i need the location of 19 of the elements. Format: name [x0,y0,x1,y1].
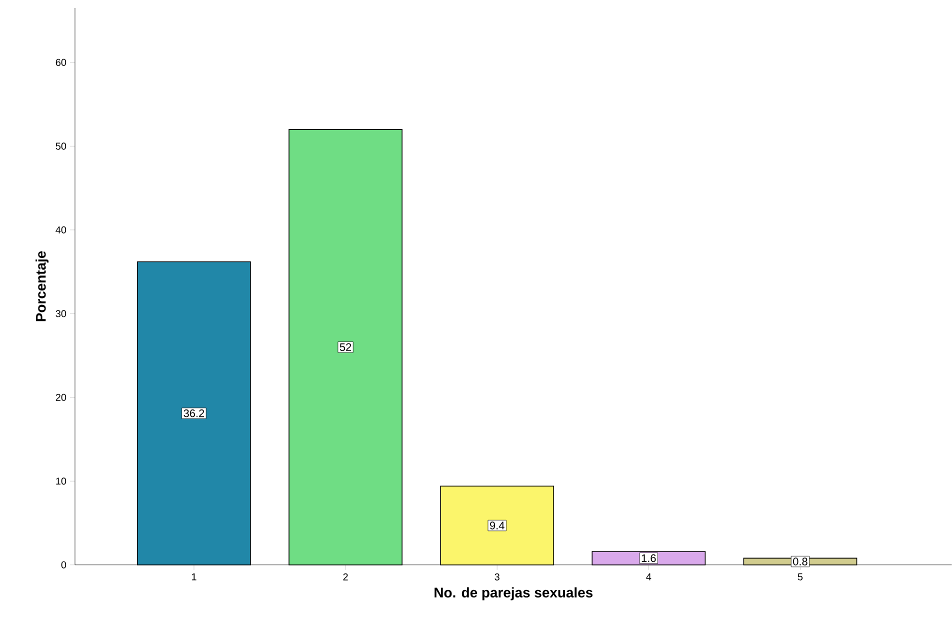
x-tick-label: 3 [494,573,500,580]
data-label: 9.4 [490,522,504,530]
data-label: 52 [340,343,352,352]
y-tick-label: 50 [56,142,66,150]
x-tick-label: 4 [646,573,652,580]
x-tick-label: 1 [192,573,196,580]
data-label: 36.2 [184,409,204,418]
data-label: 1.6 [642,554,656,562]
data-label: 0.8 [793,558,808,566]
y-tick-label: 40 [56,226,66,234]
y-tick-label: 20 [56,394,66,401]
y-tick-label: 60 [56,58,66,66]
x-tick-label: 2 [343,573,348,580]
y-axis-title: Porcentaje [36,251,49,322]
y-tick-label: 10 [56,478,66,485]
x-tick-label: 5 [798,573,803,580]
x-axis-title: No. de parejas sexuales [434,587,593,600]
y-tick-label: 30 [56,310,66,318]
y-tick-label: 0 [61,561,66,568]
